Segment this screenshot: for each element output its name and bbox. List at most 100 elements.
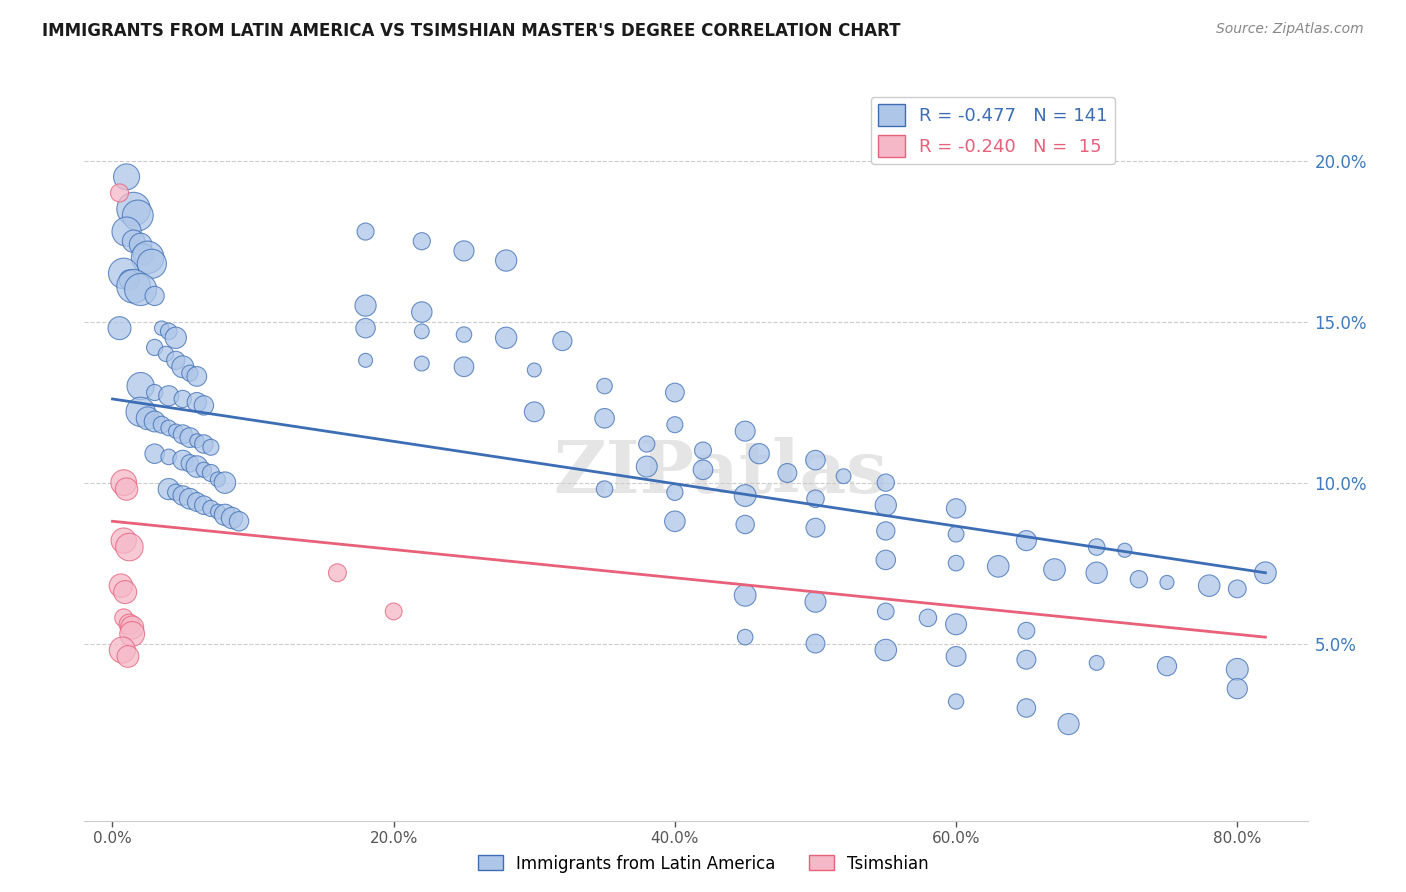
Legend: R = -0.477   N = 141, R = -0.240   N =  15: R = -0.477 N = 141, R = -0.240 N = 15 xyxy=(870,96,1115,164)
Point xyxy=(143,415,166,429)
Point xyxy=(636,437,658,451)
Point xyxy=(118,617,141,632)
Point xyxy=(664,485,686,500)
Point xyxy=(692,443,714,458)
Point xyxy=(1057,717,1080,731)
Point xyxy=(112,611,135,625)
Point xyxy=(453,244,475,258)
Point xyxy=(112,475,135,490)
Point xyxy=(112,267,135,281)
Point xyxy=(214,475,236,490)
Point xyxy=(987,559,1010,574)
Point xyxy=(1226,662,1249,676)
Point xyxy=(804,521,827,535)
Point xyxy=(917,611,939,625)
Point xyxy=(129,379,152,393)
Point xyxy=(115,225,138,239)
Point xyxy=(115,482,138,496)
Point xyxy=(172,453,194,467)
Point xyxy=(172,489,194,503)
Point xyxy=(1156,575,1178,590)
Point xyxy=(664,514,686,528)
Point xyxy=(186,459,208,474)
Point xyxy=(945,501,967,516)
Point xyxy=(165,353,187,368)
Point xyxy=(1085,566,1108,580)
Point xyxy=(734,517,756,532)
Point xyxy=(129,283,152,297)
Point xyxy=(1043,563,1066,577)
Point xyxy=(326,566,349,580)
Point xyxy=(118,540,141,554)
Point xyxy=(143,289,166,303)
Point xyxy=(875,524,897,538)
Point xyxy=(129,237,152,252)
Point xyxy=(453,327,475,342)
Point xyxy=(157,324,180,338)
Point xyxy=(1015,624,1038,638)
Point xyxy=(804,637,827,651)
Point xyxy=(186,495,208,509)
Point xyxy=(110,579,132,593)
Point xyxy=(734,489,756,503)
Point xyxy=(136,250,159,264)
Point xyxy=(495,253,517,268)
Point xyxy=(875,604,897,618)
Point xyxy=(221,511,243,525)
Point xyxy=(143,341,166,355)
Point xyxy=(734,630,756,644)
Point xyxy=(1114,543,1136,558)
Point xyxy=(165,331,187,345)
Point xyxy=(200,466,222,480)
Point xyxy=(207,472,229,486)
Text: Source: ZipAtlas.com: Source: ZipAtlas.com xyxy=(1216,22,1364,37)
Point xyxy=(165,485,187,500)
Point xyxy=(945,556,967,570)
Point xyxy=(150,417,173,432)
Point xyxy=(411,305,433,319)
Point xyxy=(129,405,152,419)
Point xyxy=(127,209,149,223)
Point xyxy=(945,649,967,664)
Point xyxy=(945,694,967,708)
Point xyxy=(157,482,180,496)
Point xyxy=(157,389,180,403)
Point xyxy=(186,369,208,384)
Point xyxy=(804,595,827,609)
Point xyxy=(1015,533,1038,548)
Point xyxy=(636,459,658,474)
Point xyxy=(1226,681,1249,696)
Point xyxy=(1128,572,1150,586)
Point xyxy=(122,202,145,216)
Point xyxy=(776,466,799,480)
Point xyxy=(875,475,897,490)
Point xyxy=(141,257,163,271)
Point xyxy=(214,508,236,522)
Point xyxy=(157,421,180,435)
Point xyxy=(186,434,208,448)
Point xyxy=(132,247,155,261)
Point xyxy=(200,440,222,454)
Point xyxy=(112,533,135,548)
Point xyxy=(411,234,433,248)
Point xyxy=(354,321,377,335)
Point xyxy=(136,411,159,425)
Point xyxy=(179,491,201,506)
Point xyxy=(734,424,756,438)
Point xyxy=(172,427,194,442)
Point xyxy=(108,186,131,200)
Point xyxy=(1226,582,1249,596)
Point xyxy=(143,385,166,400)
Point xyxy=(1198,579,1220,593)
Point xyxy=(354,353,377,368)
Point xyxy=(155,347,177,361)
Point xyxy=(664,385,686,400)
Point xyxy=(945,617,967,632)
Point xyxy=(551,334,574,348)
Point xyxy=(804,491,827,506)
Point xyxy=(593,482,616,496)
Point xyxy=(193,398,215,412)
Point xyxy=(692,463,714,477)
Point xyxy=(411,324,433,338)
Point xyxy=(121,620,143,634)
